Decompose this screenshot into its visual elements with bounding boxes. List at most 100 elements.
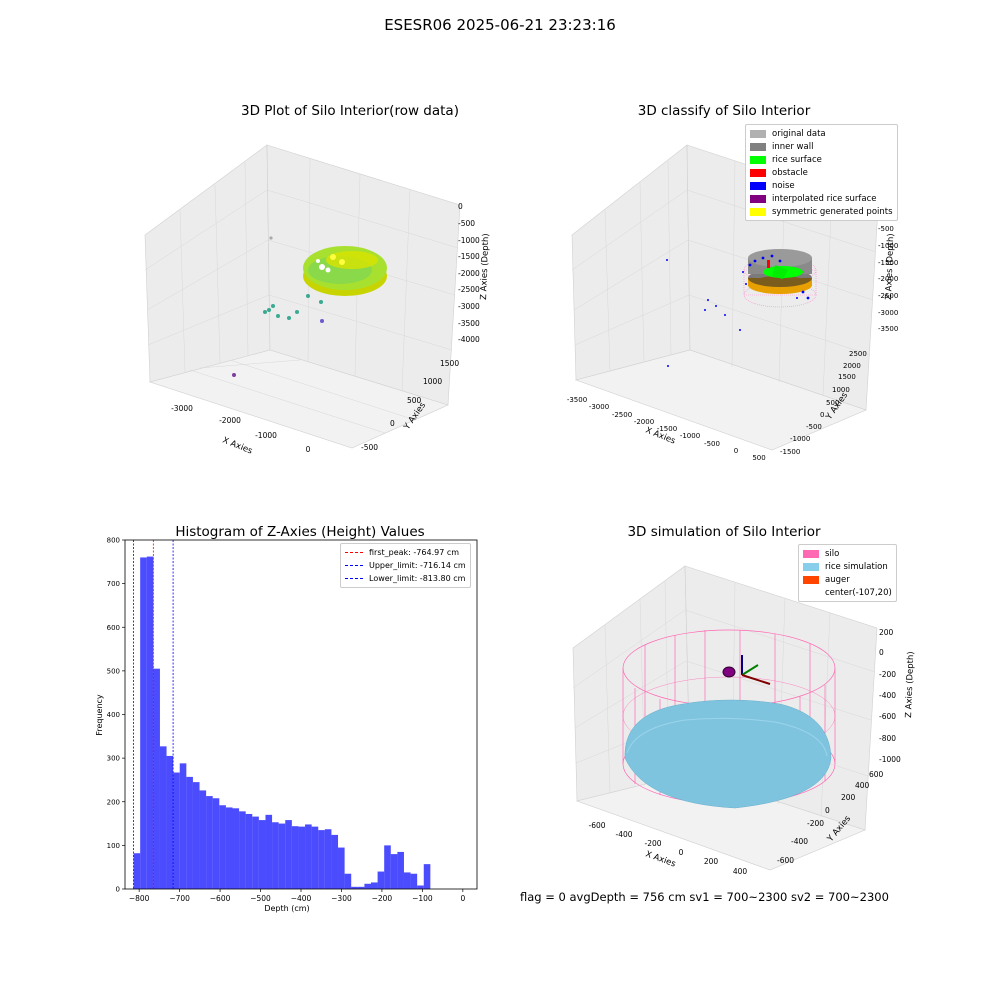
- classify-ztick: -500: [878, 225, 894, 233]
- simulation-ztick: 0: [879, 648, 884, 657]
- classify-ytick: 1000: [832, 386, 850, 394]
- raw-ztick: -3000: [458, 302, 480, 311]
- histogram-bar: [305, 824, 312, 889]
- histogram-ytick: 0: [116, 886, 120, 894]
- legend-entry: first_peak: -764.97 cm: [345, 546, 466, 559]
- histogram-bar: [272, 822, 279, 889]
- classify-xtick: 0: [734, 447, 738, 455]
- raw-floor-pane: [148, 349, 449, 449]
- simulation-ytick: -400: [791, 837, 808, 846]
- histogram-bar: [245, 813, 253, 889]
- histogram-bar: [423, 864, 431, 889]
- classify-xtick: -3000: [589, 403, 609, 411]
- legend-entry: original data: [750, 127, 893, 140]
- simulation-axes-triad: [741, 655, 771, 685]
- legend-label: rice simulation: [825, 561, 888, 572]
- histogram-bar: [344, 873, 352, 889]
- histogram-bar: [140, 557, 147, 889]
- legend-label: inner wall: [772, 141, 814, 152]
- classify-ytick: 2000: [843, 362, 861, 370]
- simulation-legend: silo rice simulation auger center(-107,2…: [798, 544, 897, 602]
- histogram-bar: [225, 807, 233, 889]
- legend-label: original data: [772, 128, 826, 139]
- histogram-xtick: −300: [331, 894, 352, 903]
- classify-plot-title: 3D classify of Silo Interior: [637, 103, 811, 119]
- histogram-bar: [384, 845, 391, 889]
- histogram-xtick: −700: [169, 894, 190, 903]
- histogram-bar: [357, 886, 365, 889]
- status-footer: flag = 0 avgDepth = 756 cm sv1 = 700~230…: [520, 890, 889, 904]
- histogram-bar: [338, 847, 345, 889]
- raw-plot-title: 3D Plot of Silo Interior(row data): [241, 103, 459, 119]
- classify-xtick: -500: [704, 440, 720, 448]
- simulation-xtick: 0: [679, 848, 684, 857]
- histogram-bar: [403, 872, 411, 889]
- simulation-rice-surface: [624, 699, 832, 809]
- histogram-legend: first_peak: -764.97 cm Upper_limit: -716…: [340, 543, 471, 588]
- histogram-bar: [179, 763, 187, 889]
- classify-ztick: -1500: [878, 259, 898, 267]
- histogram-ytick: 800: [107, 537, 120, 545]
- raw-ytick: 1500: [440, 359, 459, 368]
- legend-swatch: [803, 562, 819, 571]
- simulation-ytick: -600: [777, 856, 794, 865]
- raw-ztick: -500: [458, 219, 475, 228]
- raw-ztick: -3500: [458, 319, 480, 328]
- histogram-bar: [410, 873, 418, 889]
- histogram-xtick: −800: [129, 894, 150, 903]
- histogram-bar: [377, 871, 385, 889]
- legend-swatch: [750, 181, 766, 190]
- legend-entry: auger: [803, 573, 892, 586]
- simulation-xtick: 200: [704, 857, 719, 866]
- simulation-xtick: 400: [733, 867, 748, 876]
- legend-label: obstacle: [772, 167, 808, 178]
- histogram-bar: [133, 853, 141, 889]
- histogram-xtick: −600: [210, 894, 231, 903]
- raw-zlabel: Z Axies (Depth): [479, 233, 491, 300]
- classify-xtick: -1000: [680, 432, 700, 440]
- classify-ytick: 0: [820, 411, 824, 419]
- legend-entry: symmetric generated points: [750, 205, 893, 218]
- simulation-ztick: -400: [879, 691, 896, 700]
- simulation-ytick: -200: [807, 819, 824, 828]
- classify-ytick: -500: [806, 423, 822, 431]
- histogram-ytick: 200: [107, 798, 120, 806]
- classify-ytick: 2500: [849, 350, 867, 358]
- raw-xtick: -2000: [219, 416, 241, 425]
- legend-entry: interpolated rice surface: [750, 192, 893, 205]
- histogram-bar: [318, 830, 325, 889]
- simulation-ytick: 400: [855, 781, 870, 790]
- legend-entry: silo: [803, 547, 892, 560]
- raw-ztick: -2000: [458, 269, 480, 278]
- raw-ytick: 1000: [423, 377, 442, 386]
- histogram-bar: [206, 796, 213, 889]
- legend-label: silo: [825, 548, 840, 559]
- histogram-ytick: 600: [107, 624, 120, 632]
- legend-label: noise: [772, 180, 795, 191]
- histogram-bar: [370, 882, 378, 889]
- histogram-bar: [291, 826, 299, 889]
- histogram-bar: [232, 808, 240, 889]
- simulation-ztick: -200: [879, 670, 896, 679]
- simulation-xtick: -400: [615, 830, 632, 839]
- simulation-ztick: -600: [879, 712, 896, 721]
- classify-ytick: -1000: [790, 435, 810, 443]
- legend-swatch: [803, 549, 819, 558]
- legend-line: [345, 578, 363, 579]
- histogram-bar: [192, 782, 200, 889]
- histogram-bar: [173, 772, 180, 889]
- legend-label: Lower_limit: -813.80 cm: [369, 574, 466, 583]
- legend-label: rice surface: [772, 154, 822, 165]
- legend-swatch: [750, 142, 766, 151]
- histogram-xtick: −400: [291, 894, 312, 903]
- classify-back-left-pane: [571, 144, 691, 381]
- legend-entry: obstacle: [750, 166, 893, 179]
- classify-xtick: -2000: [634, 418, 654, 426]
- classify-ytick: 1500: [838, 373, 856, 381]
- histogram-bar: [153, 668, 160, 889]
- raw-ztick: -4000: [458, 335, 480, 344]
- legend-entry: inner wall: [750, 140, 893, 153]
- classify-ytick: 500: [826, 399, 839, 407]
- histogram-ytick: 100: [107, 842, 120, 850]
- simulation-ytick: 600: [869, 770, 884, 779]
